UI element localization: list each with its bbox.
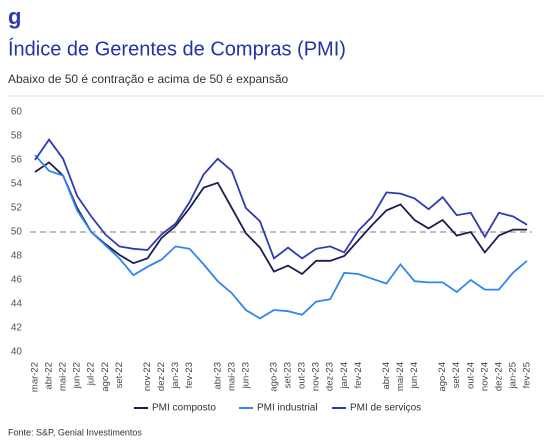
- y-tick-label: 54: [11, 179, 23, 190]
- x-tick-label: out-23: [297, 362, 308, 389]
- series-line: [34, 154, 528, 320]
- x-tick-label: fev-23: [184, 362, 195, 388]
- x-tick-label: ago-23: [268, 362, 279, 392]
- source: Fonte: S&P, Genial Investimentos: [8, 427, 142, 437]
- x-tick-label: jun-22: [72, 362, 83, 389]
- legend-label: PMI composto: [152, 403, 216, 414]
- x-tick-label: mai-23: [226, 362, 237, 391]
- chart-title: Índice de Gerentes de Compras (PMI): [8, 37, 346, 60]
- y-tick-label: 52: [11, 203, 23, 214]
- x-tick-label: fev-24: [353, 362, 364, 388]
- x-tick-label: set-23: [283, 362, 294, 388]
- y-tick-label: 50: [11, 227, 23, 238]
- x-tick-label: jan-25: [507, 362, 518, 389]
- x-tick-label: dez-22: [156, 362, 167, 391]
- series-line: [34, 138, 528, 260]
- x-tick-label: mar-22: [30, 362, 41, 392]
- logo: g: [8, 4, 21, 29]
- y-tick-label: 46: [11, 275, 23, 286]
- y-tick-label: 60: [11, 107, 23, 118]
- x-tick-label: jan-24: [339, 362, 350, 389]
- x-tick-label: jul-22: [86, 362, 97, 386]
- x-tick-label: fev-25: [522, 362, 533, 388]
- y-tick-label: 44: [11, 299, 23, 310]
- x-tick-label: ago-24: [437, 362, 448, 392]
- legend-label: PMI de serviços: [350, 403, 421, 414]
- x-tick-label: nov-23: [311, 362, 322, 391]
- y-tick-label: 56: [11, 155, 23, 166]
- x-tick-label: nov-22: [142, 362, 153, 391]
- x-tick-label: abr-23: [212, 362, 223, 389]
- x-tick-label: dez-23: [325, 362, 336, 391]
- x-tick-label: mai-22: [58, 362, 69, 391]
- x-tick-label: out-24: [465, 362, 476, 389]
- x-tick-label: mai-24: [395, 362, 406, 391]
- x-tick-label: dez-24: [493, 362, 504, 391]
- y-tick-label: 58: [11, 131, 23, 142]
- y-tick-label: 48: [11, 251, 23, 262]
- x-tick-label: abr-24: [381, 362, 392, 389]
- chart-subtitle: Abaixo de 50 é contração e acima de 50 é…: [8, 72, 289, 86]
- x-tick-label: nov-24: [479, 362, 490, 391]
- x-tick-label: set-22: [114, 362, 125, 388]
- x-tick-label: jun-23: [240, 362, 251, 389]
- series-line: [34, 161, 527, 276]
- x-tick-label: abr-22: [44, 362, 55, 389]
- x-tick-label: jun-24: [409, 362, 420, 389]
- legend-label: PMI industrial: [257, 403, 318, 414]
- y-tick-label: 42: [11, 323, 23, 334]
- x-tick-label: set-24: [451, 362, 462, 388]
- y-tick-label: 40: [11, 347, 23, 358]
- x-tick-label: jan-23: [170, 362, 181, 389]
- x-tick-label: ago-22: [100, 362, 111, 392]
